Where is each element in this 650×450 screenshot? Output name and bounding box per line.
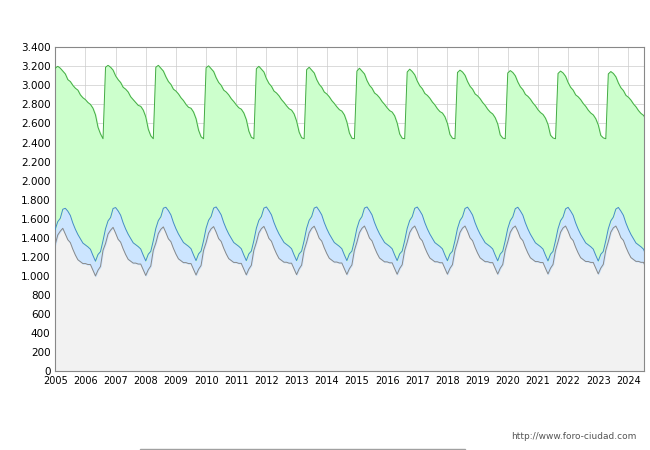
Legend: Ocupados, Parados, Hab. entre 16-64: Ocupados, Parados, Hab. entre 16-64 [140,449,465,450]
Text: foro-ciudad.com: foro-ciudad.com [259,216,440,235]
Text: Cospeito - Evolucion de la poblacion en edad de Trabajar Mayo de 2024: Cospeito - Evolucion de la poblacion en … [86,13,564,26]
Text: http://www.foro-ciudad.com: http://www.foro-ciudad.com [512,432,637,441]
